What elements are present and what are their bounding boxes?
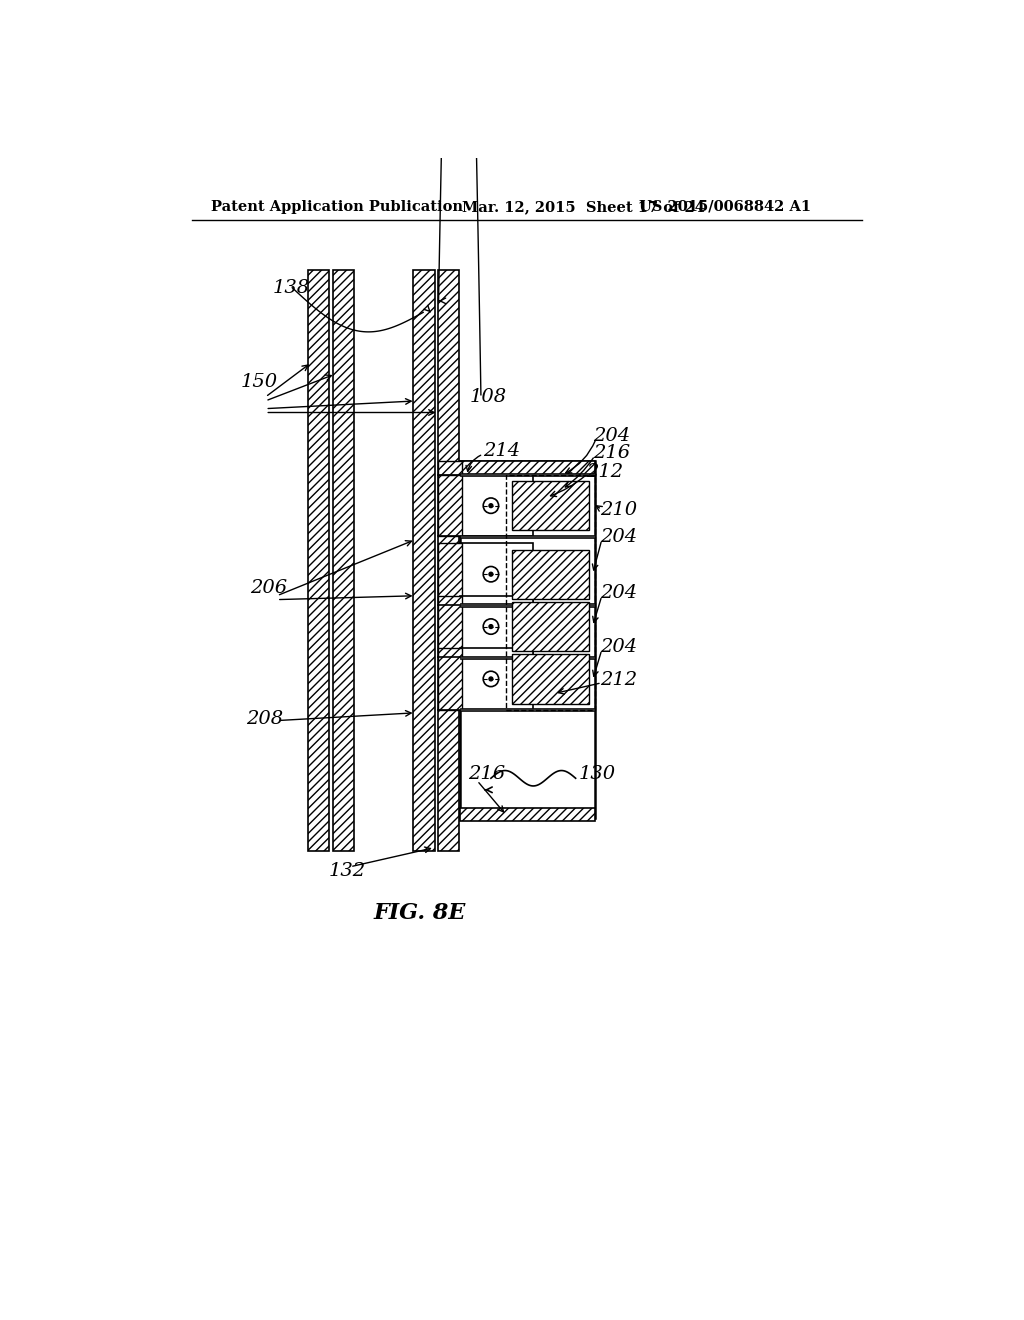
Text: 210: 210 <box>600 500 637 519</box>
Text: 108: 108 <box>469 388 507 407</box>
Bar <box>460 603 595 607</box>
Text: FIG. 8E: FIG. 8E <box>373 902 466 924</box>
Text: 132: 132 <box>329 862 366 879</box>
Text: 130: 130 <box>579 766 615 783</box>
Bar <box>512 480 589 531</box>
Bar <box>512 549 589 599</box>
Bar <box>438 648 463 710</box>
Text: 212: 212 <box>600 672 637 689</box>
Circle shape <box>483 566 499 582</box>
Text: 204: 204 <box>600 528 637 546</box>
Circle shape <box>483 498 499 513</box>
Text: 212: 212 <box>586 463 623 480</box>
Text: 214: 214 <box>483 442 520 459</box>
Circle shape <box>489 624 493 628</box>
Bar <box>438 595 463 657</box>
Circle shape <box>489 573 493 576</box>
Text: 138: 138 <box>273 279 310 297</box>
Bar <box>460 461 595 818</box>
Circle shape <box>489 504 493 508</box>
Bar <box>512 602 589 651</box>
Bar <box>512 655 589 704</box>
Bar <box>438 461 463 475</box>
Bar <box>307 271 330 851</box>
Bar <box>460 595 534 657</box>
Bar <box>333 271 354 851</box>
Bar <box>438 475 463 536</box>
Bar <box>413 271 435 851</box>
Bar <box>460 461 595 475</box>
Text: 204: 204 <box>593 426 631 445</box>
Text: 216: 216 <box>468 766 505 783</box>
Text: 208: 208 <box>246 710 284 727</box>
Text: US 2015/0068842 A1: US 2015/0068842 A1 <box>639 199 811 214</box>
Circle shape <box>489 677 493 681</box>
Circle shape <box>483 671 499 686</box>
Bar <box>460 648 534 710</box>
Bar <box>506 475 595 710</box>
Text: Patent Application Publication: Patent Application Publication <box>211 199 464 214</box>
Bar <box>460 708 595 711</box>
Bar <box>438 271 460 851</box>
Text: 206: 206 <box>250 579 287 597</box>
Circle shape <box>483 619 499 635</box>
Text: 204: 204 <box>600 585 637 602</box>
Text: 204: 204 <box>600 639 637 656</box>
Text: 150: 150 <box>241 372 278 391</box>
Bar <box>438 544 463 605</box>
Bar <box>460 656 595 659</box>
Text: Mar. 12, 2015  Sheet 17 of 24: Mar. 12, 2015 Sheet 17 of 24 <box>462 199 705 214</box>
Text: 216: 216 <box>593 445 631 462</box>
Bar <box>460 475 534 536</box>
Bar <box>460 544 534 605</box>
Bar <box>460 535 595 539</box>
Bar <box>460 808 595 821</box>
Bar <box>460 474 595 477</box>
